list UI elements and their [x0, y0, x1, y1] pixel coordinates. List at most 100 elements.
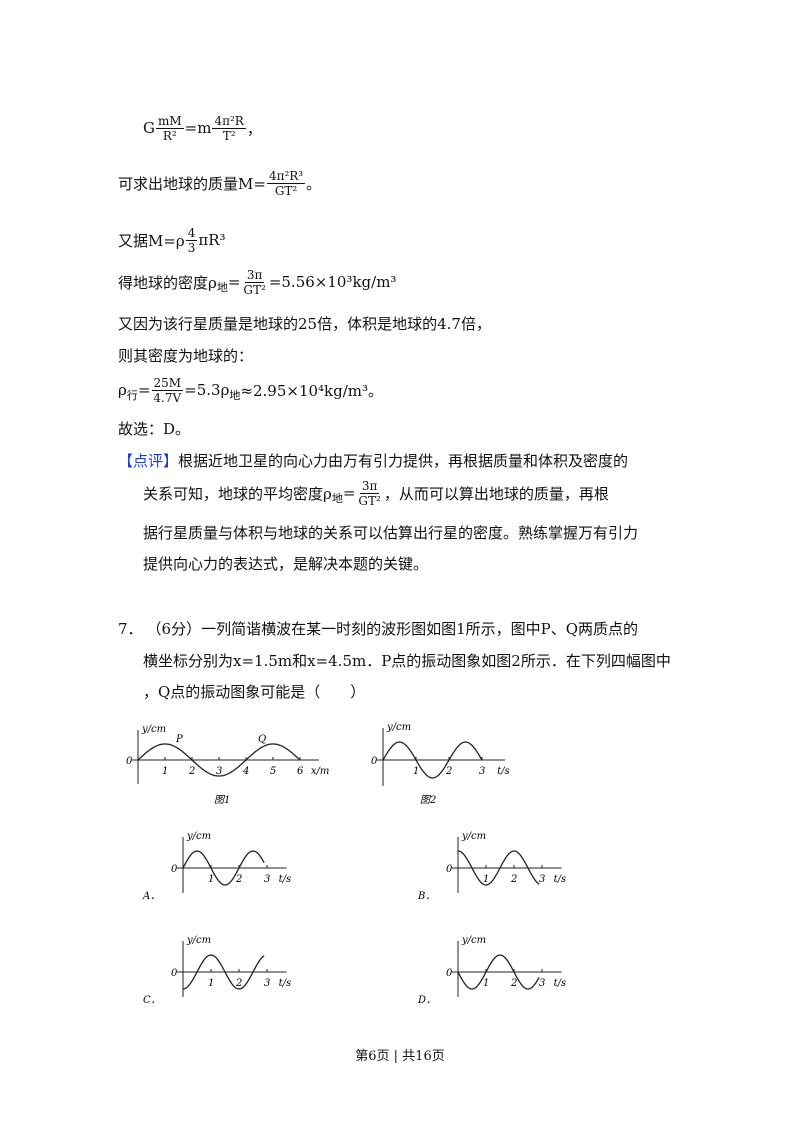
- y-axis-label: y/cm: [461, 935, 486, 946]
- text-line: 则其密度为地球的：: [118, 343, 253, 367]
- text: =5.56×10³kg/m³: [268, 273, 397, 291]
- text-line: 据行星质量与体积与地球的关系可以估算出行星的密度。熟练掌握万有引力: [143, 520, 638, 544]
- text: 关系可知，地球的平均密度ρ: [143, 484, 332, 503]
- option-label: C．: [143, 995, 161, 1006]
- review-tag: 【点评】: [118, 451, 179, 470]
- tick-label: 3: [479, 766, 485, 777]
- x-axis-label: x/m: [311, 766, 330, 777]
- subscript: 地: [331, 492, 343, 505]
- text: ，: [246, 119, 262, 138]
- subscript: 地: [216, 281, 228, 294]
- text: 又因为该行星质量是地球的25倍，体积是地球的4.7倍，: [118, 314, 491, 333]
- fraction: 3π GT²: [241, 268, 267, 297]
- y-axis-label: y/cm: [186, 935, 211, 946]
- origin-label: 0: [371, 756, 378, 767]
- tick-label: 1: [413, 766, 419, 777]
- x-axis-label: t/s: [279, 978, 292, 989]
- caption: 图1: [214, 795, 230, 806]
- curve: [182, 850, 265, 886]
- origin-label: 0: [446, 968, 453, 979]
- text: 。: [306, 174, 322, 193]
- tick-label: 2: [235, 978, 242, 989]
- option-label: B．: [417, 891, 435, 902]
- curve: [137, 743, 301, 777]
- numerator: 3π: [359, 478, 380, 494]
- tick-label: 3: [539, 874, 545, 885]
- denominator: 3: [187, 240, 196, 255]
- point-label: P: [175, 734, 183, 745]
- fraction: 4π²R T²: [212, 114, 246, 143]
- fraction: mM R²: [155, 113, 184, 143]
- question-number: 7．: [118, 619, 143, 638]
- text: 提供向心力的表达式，是解决本题的关键。: [143, 554, 429, 573]
- tick-label: 5: [270, 766, 276, 777]
- numerator: 4: [185, 225, 198, 241]
- curve: [457, 954, 540, 990]
- text-line: 提供向心力的表达式，是解决本题的关键。: [143, 551, 428, 575]
- tick-label: 2: [235, 874, 242, 885]
- text: =: [227, 273, 241, 291]
- text: =m: [184, 119, 212, 137]
- fraction: 25M 4.7V: [151, 375, 184, 405]
- curve: [382, 741, 483, 779]
- tick-label: 4: [242, 766, 249, 777]
- y-axis-label: y/cm: [461, 831, 486, 842]
- text: ，Q点的振动图象可能是（ ）: [143, 682, 366, 701]
- origin-label: 0: [126, 756, 133, 767]
- text: ，从而可以算出地球的质量，再根: [383, 484, 609, 503]
- tick-label: 3: [264, 978, 270, 989]
- tick-label: 1: [162, 766, 168, 777]
- text-line: 7． （6分）一列简谐横波在某一时刻的波形图如图1所示，图中P、Q两质点的: [118, 616, 638, 640]
- footer: 第6页 | 共16页: [355, 1049, 445, 1064]
- text-line: 又据M=ρ 4 3 πR³: [118, 225, 226, 255]
- option-label: D．: [417, 995, 436, 1006]
- denominator: GT²: [274, 183, 298, 198]
- y-axis-label: y/cm: [141, 724, 166, 735]
- numerator: 25M: [151, 375, 184, 391]
- denominator: 4.7V: [153, 390, 182, 405]
- text: 得地球的密度ρ: [118, 273, 217, 292]
- text-line: 得地球的密度ρ 地 = 3π GT² =5.56×10³kg/m³: [118, 268, 397, 297]
- curve: [182, 954, 265, 990]
- subscript: 行: [126, 389, 138, 402]
- subscript: 地: [229, 389, 241, 402]
- denominator: R²: [162, 128, 177, 143]
- text: =: [342, 484, 356, 502]
- tick-label: 2: [445, 766, 452, 777]
- text-line: 可求出地球的质量M= 4π²R³ GT²。: [118, 169, 322, 198]
- tick-label: 2: [510, 874, 517, 885]
- numerator: 3π: [244, 267, 265, 283]
- text: ≈2.95×10⁴kg/m³。: [240, 381, 384, 400]
- text: ρ: [118, 381, 127, 399]
- text: 故选：D。: [118, 419, 191, 438]
- text: πR³: [198, 231, 226, 249]
- x-axis-label: t/s: [497, 766, 510, 777]
- caption: 图2: [420, 795, 436, 806]
- tick-label: 1: [483, 874, 489, 885]
- text: G: [143, 119, 155, 137]
- y-axis-label: y/cm: [186, 831, 211, 842]
- tick-label: 3: [216, 766, 222, 777]
- text-line: 【点评】 根据近地卫星的向心力由万有引力提供，再根据质量和体积及密度的: [118, 448, 628, 472]
- denominator: T²: [222, 128, 236, 143]
- text: =5.3ρ: [184, 381, 230, 399]
- text-line: ，Q点的振动图象可能是（ ）: [143, 679, 365, 703]
- tick-label: 1: [208, 874, 214, 885]
- tick-label: 2: [510, 978, 517, 989]
- text: 则其密度为地球的：: [118, 346, 254, 365]
- tick-label: 6: [297, 766, 304, 777]
- point-label: Q: [258, 734, 266, 745]
- text: 横坐标分别为x=1.5m和x=4.5m．P点的振动图象如图2所示．在下列四幅图中: [143, 651, 671, 670]
- text-line: 关系可知，地球的平均密度ρ 地 = 3π GT² ，从而可以算出地球的质量，再根: [143, 478, 609, 508]
- origin-label: 0: [171, 968, 178, 979]
- text-line: 又因为该行星质量是地球的25倍，体积是地球的4.7倍，: [118, 311, 491, 335]
- numerator: mM: [155, 113, 184, 129]
- option-label: A．: [142, 891, 160, 902]
- text-line: 横坐标分别为x=1.5m和x=4.5m．P点的振动图象如图2所示．在下列四幅图中: [143, 648, 671, 672]
- x-axis-label: t/s: [554, 978, 567, 989]
- tick-label: 1: [483, 978, 489, 989]
